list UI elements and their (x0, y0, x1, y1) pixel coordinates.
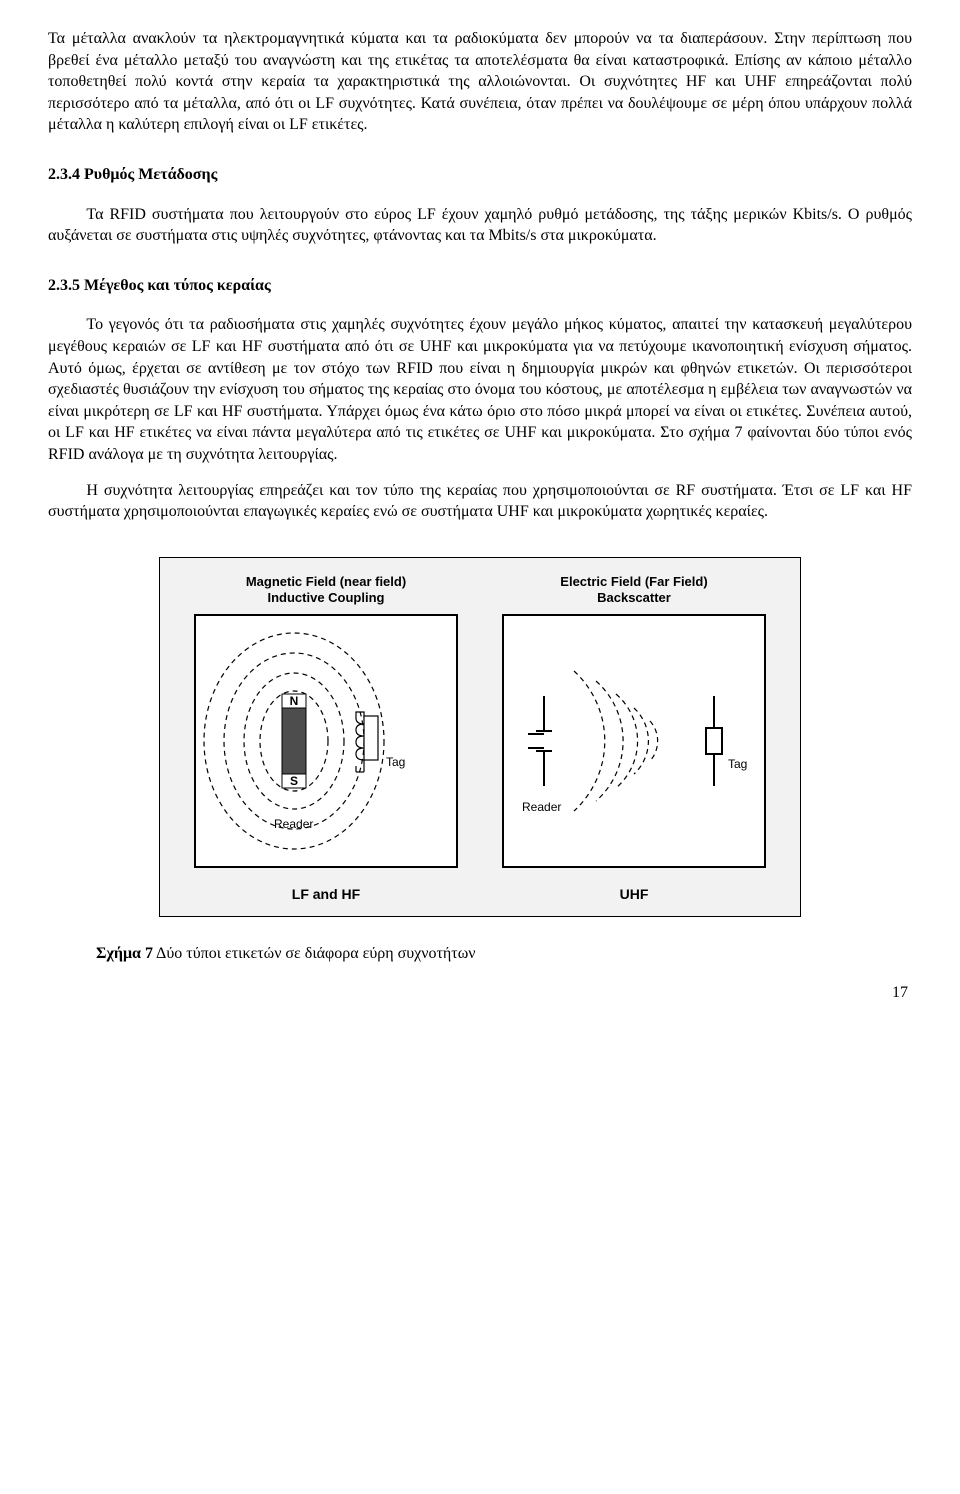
figure-left-n-label: N (290, 694, 299, 708)
page-number: 17 (48, 982, 912, 1004)
figure-left-title-line1: Magnetic Field (near field) (246, 574, 406, 589)
figure-right-panel: Electric Field (Far Field) Backscatter (486, 574, 782, 904)
figure-right-reader-label: Reader (522, 800, 561, 814)
heading-234: 2.3.4 Ρυθμός Μετάδοσης (48, 164, 912, 186)
figure-left-panel: Magnetic Field (near field) Inductive Co… (178, 574, 474, 904)
figure-7-caption-bold: Σχήμα 7 (96, 945, 153, 962)
figure-right-svg: Tag Reader (502, 614, 766, 868)
figure-left-title-line2: Inductive Coupling (267, 590, 384, 605)
heading-235: 2.3.5 Μέγεθος και τύπος κεραίας (48, 275, 912, 297)
figure-left-title: Magnetic Field (near field) Inductive Co… (178, 574, 474, 607)
figure-left-s-label: S (290, 774, 298, 788)
figure-left-tag-label: Tag (386, 755, 405, 769)
figure-7-caption-rest: Δύο τύποι ετικετών σε διάφορα εύρη συχνο… (153, 945, 476, 962)
figure-left-reader-label: Reader (274, 817, 313, 831)
figure-7-caption: Σχήμα 7 Δύο τύποι ετικετών σε διάφορα εύ… (96, 943, 912, 965)
figure-right-tag-label: Tag (728, 757, 747, 771)
paragraph-235-body2: Η συχνότητα λειτουργίας επηρεάζει και το… (48, 480, 912, 523)
figure-right-caption: UHF (486, 885, 782, 904)
figure-left-svg: N S Tag Reader (194, 614, 458, 868)
figure-7-frame: Magnetic Field (near field) Inductive Co… (159, 557, 801, 917)
figure-right-title-line2: Backscatter (597, 590, 671, 605)
paragraph-intro: Τα μέταλλα ανακλούν τα ηλεκτρομαγνητικά … (48, 28, 912, 136)
figure-7: Magnetic Field (near field) Inductive Co… (48, 557, 912, 965)
paragraph-234-body: Τα RFID συστήματα που λειτουργούν στο εύ… (48, 204, 912, 247)
figure-left-caption: LF and HF (178, 885, 474, 904)
figure-right-title-line1: Electric Field (Far Field) (560, 574, 707, 589)
figure-right-title: Electric Field (Far Field) Backscatter (486, 574, 782, 607)
paragraph-235-body1: Το γεγονός ότι τα ραδιοσήματα στις χαμηλ… (48, 314, 912, 465)
